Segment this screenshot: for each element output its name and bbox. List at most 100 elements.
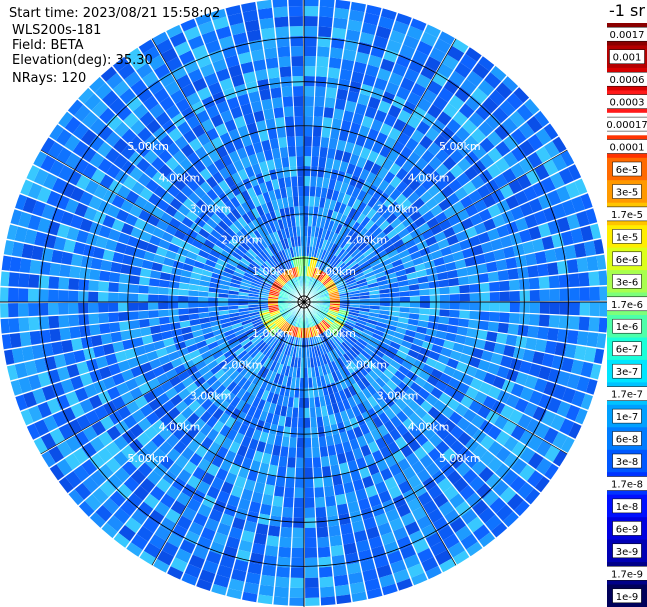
range-gate-cell [359,423,371,436]
ray-separator [303,254,605,303]
range-gate-cell [370,163,382,176]
range-gate-cell [248,90,261,103]
range-gate-cell [250,348,260,359]
range-gate-cell [187,475,201,490]
range-gate-cell [348,232,358,243]
range-gate-cell [304,537,317,548]
range-gate-cell [480,241,494,254]
range-gate-cell [294,126,304,137]
range-gate-cell [539,289,550,302]
range-gate-cell [344,141,355,154]
range-gate-cell [214,208,226,220]
range-gate-cell [488,89,506,107]
range-gate-cell [312,280,320,289]
range-gate-cell [345,276,356,284]
range-gate-cell [300,367,304,378]
range-gate-cell [292,527,304,538]
range-gate-cell [310,226,316,237]
range-gate-cell [172,150,187,164]
range-gate-cell [271,285,281,292]
range-gate-cell [429,287,440,295]
range-gate-cell [414,184,427,198]
range-gate-cell [395,180,408,194]
range-gate-cell [328,525,341,537]
range-gate-cell [473,222,487,235]
range-gate-cell [294,487,304,498]
range-gate-cell [105,148,120,164]
range-gate-cell [306,337,309,348]
ray-separator [303,301,383,596]
range-gate-cell [242,275,253,282]
range-gate-cell [389,302,400,307]
range-gate-cell [165,387,178,400]
range-gate-cell [322,117,333,129]
range-gate-cell [376,321,388,329]
range-gate-cell [430,541,447,557]
range-gate-cell [368,441,380,454]
range-gate-cell [574,242,587,258]
range-gate-cell [385,508,400,522]
range-gate-cell [277,219,284,230]
range-gate-cell [319,576,334,588]
range-gate-cell [293,316,299,327]
range-gate-cell [139,318,150,328]
range-gate-cell [326,313,337,320]
range-gate-cell [373,77,388,91]
range-gate-cell [173,382,186,394]
range-gate-cell [355,51,370,65]
range-gate-cell [255,339,265,349]
range-gate-cell [99,480,116,498]
ray-separator [303,301,483,549]
range-gate-cell [442,156,457,171]
range-gate-cell [290,567,304,578]
range-gate-cell [118,302,129,312]
range-gate-cell [229,312,240,318]
range-gate-cell [386,229,398,240]
range-gate-cell [261,389,270,401]
range-gate-cell [446,324,459,334]
range-gate-cell [228,526,243,540]
range-gate-cell [233,325,244,333]
range-gate-cell [126,492,143,509]
range-gate-cell [493,248,506,261]
range-gate-cell [479,153,495,169]
range-gate-cell [342,440,353,453]
range-gate-cell [352,269,363,277]
range-gate-cell [318,307,329,313]
range-gate-cell [304,447,313,458]
range-gate-cell [419,347,431,357]
range-gate-cell [519,201,534,217]
ring-label: 5.00km [439,452,481,465]
range-gate-cell [105,441,121,457]
range-gate-cell [246,510,260,524]
range-gate-cell [412,506,427,521]
range-gate-cell [198,345,210,355]
range-gate-cell [231,420,243,433]
range-gate-cell [216,100,230,114]
colorbar-label-box [612,408,642,424]
ray-separator [303,12,399,303]
range-gate-cell [346,90,360,103]
ray-separator [57,123,305,303]
range-gate-cell [480,434,495,450]
range-gate-cell [365,343,377,353]
range-gate-cell [221,437,234,450]
ray-separator [32,301,305,441]
range-gate-cell [329,339,337,349]
range-gate-cell [371,227,383,238]
range-gate-cell [426,217,439,229]
range-gate-cell [384,454,397,468]
range-gate-cell [281,436,290,448]
range-gate-cell [271,284,282,291]
range-gate-cell [331,371,339,383]
range-gate-cell [158,164,172,178]
colorbar-tick-label: 0.0003 [610,98,645,109]
azimuth-spoke [303,38,457,303]
range-gate-cell [304,397,310,408]
range-gate-cell [353,251,363,261]
range-gate-cell [44,356,57,371]
range-gate-cell [299,387,304,398]
range-gate-cell [462,468,478,485]
range-gate-cell [174,364,187,375]
range-gate-cell [88,302,99,314]
